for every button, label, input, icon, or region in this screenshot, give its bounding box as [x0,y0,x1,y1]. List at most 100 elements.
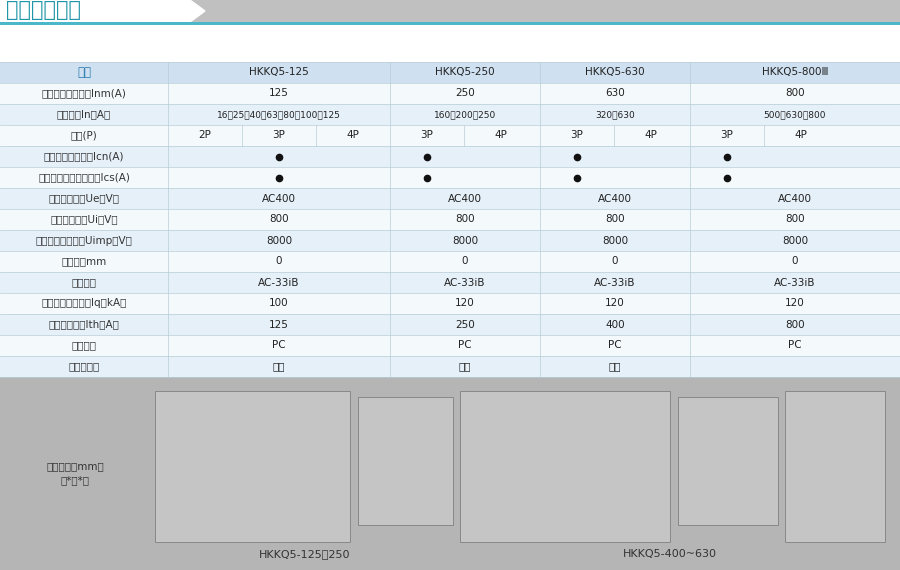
Bar [358,397,453,525]
Text: 极数(P): 极数(P) [70,131,97,140]
Text: 125: 125 [269,320,289,329]
Text: 外形尺寸（mm）: 外形尺寸（mm） [46,462,104,471]
Text: 额定冲击耐受电压Uimp（V）: 额定冲击耐受电压Uimp（V） [36,235,132,246]
Text: 额定工作电压Ue（V）: 额定工作电压Ue（V） [49,193,120,203]
Text: AC-33iB: AC-33iB [774,278,815,287]
Bar [0,230,900,251]
Text: 额定短路分断能力Icn(A): 额定短路分断能力Icn(A) [44,152,124,161]
Text: 隔离: 隔离 [459,361,472,372]
Bar [460,391,670,542]
Text: 3P: 3P [273,131,285,140]
Text: 630: 630 [605,88,625,99]
Text: 使用类别: 使用类别 [71,278,96,287]
Text: HKKQ5-800Ⅲ: HKKQ5-800Ⅲ [761,67,828,78]
Bar [0,22,900,25]
Text: 主要技术参数: 主要技术参数 [6,0,81,20]
Text: 飞弧距离mm: 飞弧距离mm [61,256,106,267]
Bar [678,397,778,525]
Text: 800: 800 [785,214,805,225]
Text: HKKQ5-250: HKKQ5-250 [436,67,495,78]
Bar [0,209,900,230]
Text: 125: 125 [269,88,289,99]
Text: 500、630、800: 500、630、800 [764,110,826,119]
Text: 3P: 3P [721,131,734,140]
Text: 800: 800 [455,214,475,225]
Text: 电器级别: 电器级别 [71,340,96,351]
Text: HKKQ5-630: HKKQ5-630 [585,67,644,78]
Text: AC400: AC400 [778,193,812,203]
Text: 120: 120 [785,299,805,308]
Text: AC-33iB: AC-33iB [258,278,300,287]
Text: 16、25、40、63、80、100、125: 16、25、40、63、80、100、125 [217,110,341,119]
Bar [0,314,900,335]
Text: PC: PC [272,340,286,351]
Text: 8000: 8000 [452,235,478,246]
Text: PC: PC [788,340,802,351]
Text: 额定限制短路电流Iq（kA）: 额定限制短路电流Iq（kA） [41,299,127,308]
Text: PC: PC [608,340,622,351]
Bar [0,125,900,146]
Bar [0,0,900,22]
Text: 额定电流In（A）: 额定电流In（A） [57,109,111,120]
Bar [0,167,900,188]
Text: AC-33iB: AC-33iB [594,278,635,287]
Text: AC400: AC400 [598,193,632,203]
Text: 额定运行短路分断能力Ics(A): 额定运行短路分断能力Ics(A) [38,173,130,182]
Text: 3P: 3P [571,131,583,140]
Bar [0,293,900,314]
Bar [0,83,900,104]
Text: AC400: AC400 [448,193,482,203]
Text: HKKQ5-400~630: HKKQ5-400~630 [623,549,717,559]
Text: 隔离适用性: 隔离适用性 [68,361,100,372]
Text: AC-33iB: AC-33iB [445,278,486,287]
Text: 约定发热电流Ith（A）: 约定发热电流Ith（A） [49,320,120,329]
Text: 0: 0 [275,256,283,267]
Text: 320、630: 320、630 [595,110,634,119]
Text: 4P: 4P [644,131,657,140]
Text: 800: 800 [785,88,805,99]
Text: 额定绝缘电压Ui（V）: 额定绝缘电压Ui（V） [50,214,118,225]
Text: 4P: 4P [495,131,508,140]
Bar [785,391,885,542]
Text: 800: 800 [269,214,289,225]
Text: 400: 400 [605,320,625,329]
Bar [0,272,900,293]
Text: 0: 0 [792,256,798,267]
Text: 4P: 4P [795,131,807,140]
Text: 250: 250 [455,320,475,329]
Text: 3P: 3P [420,131,434,140]
Text: 长*宽*高: 长*宽*高 [60,475,89,486]
Text: 4P: 4P [346,131,359,140]
Text: 800: 800 [785,320,805,329]
Text: 100: 100 [269,299,289,308]
Text: 8000: 8000 [602,235,628,246]
Polygon shape [0,0,205,22]
Text: 800: 800 [605,214,625,225]
Bar [0,62,900,83]
Text: 0: 0 [612,256,618,267]
Text: 120: 120 [605,299,625,308]
Text: 隔离: 隔离 [608,361,621,372]
Text: 250: 250 [455,88,475,99]
Text: 隔离: 隔离 [273,361,285,372]
Text: HKKQ5-125～250: HKKQ5-125～250 [259,549,351,559]
Bar [0,25,900,33]
Bar [0,188,900,209]
Bar [0,251,900,272]
Text: PC: PC [458,340,472,351]
Text: 2P: 2P [199,131,212,140]
Bar [0,104,900,125]
Text: 型号: 型号 [77,66,91,79]
Text: AC400: AC400 [262,193,296,203]
Text: 8000: 8000 [266,235,292,246]
Text: 0: 0 [462,256,468,267]
Bar [0,356,900,377]
Bar [0,377,900,570]
Text: HKKQ5-125: HKKQ5-125 [249,67,309,78]
Text: 160、200、250: 160、200、250 [434,110,496,119]
Bar [155,391,350,542]
Bar [0,335,900,356]
Text: 120: 120 [455,299,475,308]
Bar [0,146,900,167]
Text: 壳架等级额定电流Inm(A): 壳架等级额定电流Inm(A) [41,88,126,99]
